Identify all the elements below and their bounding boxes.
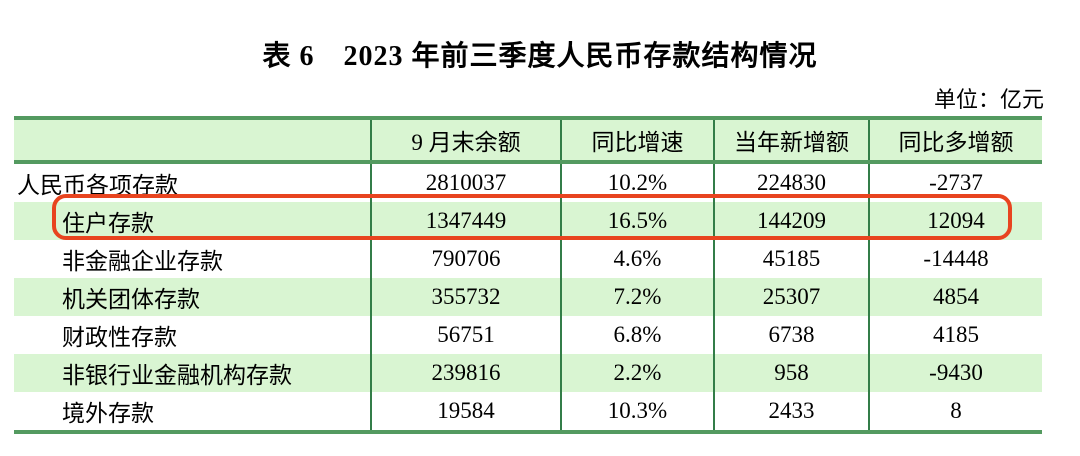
row-label: 住户存款	[62, 211, 154, 236]
table-row: 财政性存款 56751 6.8% 6738 4185	[14, 316, 1042, 354]
cell-value: 6738	[713, 316, 868, 354]
header-cell-new-increase: 当年新增额	[713, 120, 868, 160]
cell-value: 1347449	[370, 202, 560, 240]
cell-value: 19584	[370, 392, 560, 430]
table-body: 人民币各项存款 2810037 10.2% 224830 -2737 住户存款 134744…	[14, 164, 1042, 434]
cell-value: 10.2%	[560, 164, 713, 202]
row-label: 机关团体存款	[62, 287, 200, 312]
cell-value: 2810037	[370, 164, 560, 202]
table-row: 人民币各项存款 2810037 10.2% 224830 -2737	[14, 164, 1042, 202]
cell-value: 144209	[713, 202, 868, 240]
cell-value: 25307	[713, 278, 868, 316]
cell-value: 8	[868, 392, 1042, 430]
deposit-structure-table: 9 月末余额 同比增速 当年新增额 同比多增额 人民币各项存款 2810037 10…	[14, 116, 1042, 434]
cell-value: 12094	[868, 202, 1042, 240]
row-label: 财政性存款	[62, 325, 177, 350]
row-label: 境外存款	[62, 401, 154, 426]
table-header-row: 9 月末余额 同比增速 当年新增额 同比多增额	[14, 116, 1042, 164]
cell-value: 6.8%	[560, 316, 713, 354]
cell-value: -2737	[868, 164, 1042, 202]
header-cell-category	[14, 120, 370, 160]
cell-value: 4185	[868, 316, 1042, 354]
row-label: 非银行业金融机构存款	[62, 363, 292, 388]
table-row: 非金融企业存款 790706 4.6% 45185 -14448	[14, 240, 1042, 278]
cell-value: 958	[713, 354, 868, 392]
cell-value: 355732	[370, 278, 560, 316]
cell-value: 790706	[370, 240, 560, 278]
cell-value: 2.2%	[560, 354, 713, 392]
table-row: 非银行业金融机构存款 239816 2.2% 958 -9430	[14, 354, 1042, 392]
cell-value: -14448	[868, 240, 1042, 278]
cell-value: 10.3%	[560, 392, 713, 430]
cell-value: 16.5%	[560, 202, 713, 240]
cell-value: 45185	[713, 240, 868, 278]
cell-value: 2433	[713, 392, 868, 430]
header-cell-yoy-more-increase: 同比多增额	[868, 120, 1042, 160]
table-row: 住户存款 1347449 16.5% 144209 12094	[14, 202, 1042, 240]
table-title: 表 6 2023 年前三季度人民币存款结构情况	[262, 41, 818, 72]
cell-value: 4.6%	[560, 240, 713, 278]
cell-value: 239816	[370, 354, 560, 392]
row-label: 非金融企业存款	[62, 249, 223, 274]
row-label: 人民币各项存款	[17, 173, 178, 198]
table-row: 境外存款 19584 10.3% 2433 8	[14, 392, 1042, 430]
table-row: 机关团体存款 355732 7.2% 25307 4854	[14, 278, 1042, 316]
unit-label: 单位：亿元	[933, 87, 1044, 112]
cell-value: -9430	[868, 354, 1042, 392]
cell-value: 7.2%	[560, 278, 713, 316]
header-cell-balance: 9 月末余额	[370, 120, 560, 160]
cell-value: 56751	[370, 316, 560, 354]
cell-value: 224830	[713, 164, 868, 202]
header-cell-yoy-growth: 同比增速	[560, 120, 713, 160]
cell-value: 4854	[868, 278, 1042, 316]
